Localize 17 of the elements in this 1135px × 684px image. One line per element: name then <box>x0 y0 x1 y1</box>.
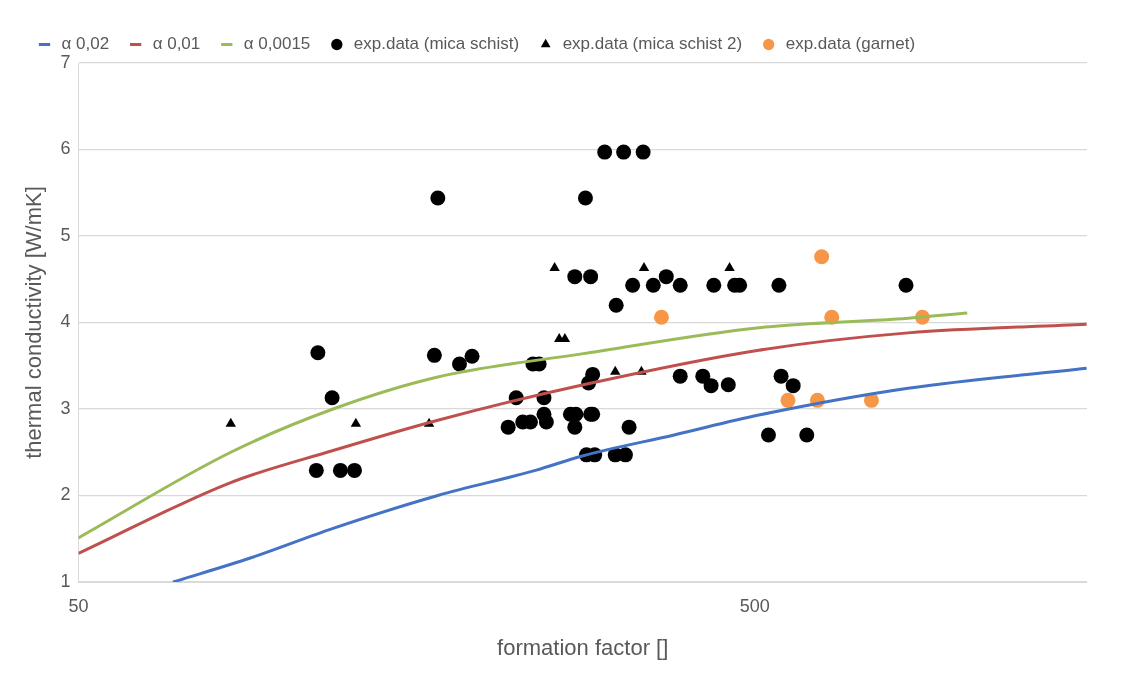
y-axis-title: thermal conductivity [W/mK] <box>21 186 47 459</box>
x-tick-label: 500 <box>739 595 770 616</box>
legend-label: α 0,01 <box>152 34 201 54</box>
legend-label: α 0,02 <box>61 34 110 54</box>
y-tick-label: 3 <box>60 397 71 418</box>
legend-label: α 0,0015 <box>243 34 311 54</box>
legend-label: exp.data (garnet) <box>785 34 916 54</box>
y-tick-label: 5 <box>60 224 71 245</box>
legend-label: exp.data (mica schist 2) <box>562 34 743 54</box>
y-tick-label: 4 <box>60 311 71 332</box>
x-axis-title: formation factor [] <box>497 634 669 660</box>
y-tick-label: 6 <box>60 138 71 159</box>
x-tick-label: 50 <box>68 595 89 616</box>
y-tick-label: 2 <box>60 484 71 505</box>
y-tick-label: 7 <box>60 51 71 72</box>
y-tick-label: 1 <box>60 570 71 591</box>
legend-label: exp.data (mica schist) <box>353 34 520 54</box>
